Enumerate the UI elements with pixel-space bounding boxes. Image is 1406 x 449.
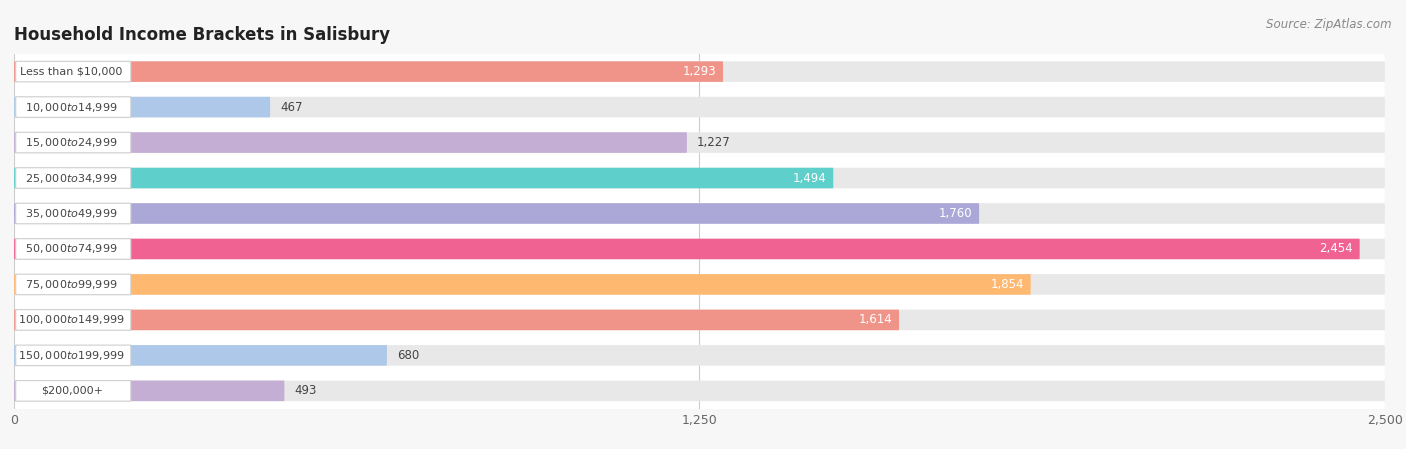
FancyBboxPatch shape [15, 345, 131, 365]
FancyBboxPatch shape [15, 239, 131, 259]
FancyBboxPatch shape [14, 97, 1385, 117]
FancyBboxPatch shape [14, 381, 1385, 401]
FancyBboxPatch shape [15, 97, 131, 117]
Text: Source: ZipAtlas.com: Source: ZipAtlas.com [1267, 18, 1392, 31]
Text: $15,000 to $24,999: $15,000 to $24,999 [25, 136, 118, 149]
Text: $150,000 to $199,999: $150,000 to $199,999 [18, 349, 125, 362]
Text: $50,000 to $74,999: $50,000 to $74,999 [25, 242, 118, 255]
FancyBboxPatch shape [14, 345, 387, 365]
FancyBboxPatch shape [15, 203, 131, 224]
FancyBboxPatch shape [14, 274, 1385, 295]
Text: Household Income Brackets in Salisbury: Household Income Brackets in Salisbury [14, 26, 391, 44]
Text: 1,494: 1,494 [793, 172, 827, 185]
FancyBboxPatch shape [14, 381, 284, 401]
Bar [14, 196, 1385, 231]
Text: $75,000 to $99,999: $75,000 to $99,999 [25, 278, 118, 291]
FancyBboxPatch shape [14, 274, 1031, 295]
Text: $35,000 to $49,999: $35,000 to $49,999 [25, 207, 118, 220]
FancyBboxPatch shape [14, 203, 1385, 224]
Text: 467: 467 [280, 101, 302, 114]
FancyBboxPatch shape [15, 132, 131, 153]
Text: 493: 493 [294, 384, 316, 397]
FancyBboxPatch shape [14, 62, 1385, 82]
Bar [14, 302, 1385, 338]
Bar [14, 338, 1385, 373]
Text: $10,000 to $14,999: $10,000 to $14,999 [25, 101, 118, 114]
FancyBboxPatch shape [14, 97, 270, 117]
Text: 1,614: 1,614 [859, 313, 893, 326]
Text: 2,454: 2,454 [1319, 242, 1353, 255]
Text: 680: 680 [396, 349, 419, 362]
FancyBboxPatch shape [15, 274, 131, 295]
Bar [14, 89, 1385, 125]
Text: $25,000 to $34,999: $25,000 to $34,999 [25, 172, 118, 185]
FancyBboxPatch shape [14, 345, 1385, 365]
Text: 1,854: 1,854 [991, 278, 1024, 291]
FancyBboxPatch shape [15, 310, 131, 330]
Bar [14, 125, 1385, 160]
Text: 1,293: 1,293 [683, 65, 717, 78]
Text: 1,227: 1,227 [697, 136, 731, 149]
Bar [14, 373, 1385, 409]
FancyBboxPatch shape [14, 310, 1385, 330]
FancyBboxPatch shape [14, 132, 688, 153]
Text: Less than $10,000: Less than $10,000 [21, 66, 122, 77]
FancyBboxPatch shape [14, 62, 723, 82]
FancyBboxPatch shape [14, 310, 898, 330]
FancyBboxPatch shape [14, 132, 1385, 153]
Text: $100,000 to $149,999: $100,000 to $149,999 [18, 313, 125, 326]
FancyBboxPatch shape [14, 239, 1360, 259]
FancyBboxPatch shape [14, 239, 1385, 259]
Bar [14, 267, 1385, 302]
FancyBboxPatch shape [15, 62, 131, 82]
Bar [14, 231, 1385, 267]
Bar [14, 54, 1385, 89]
FancyBboxPatch shape [15, 381, 131, 401]
FancyBboxPatch shape [14, 168, 834, 188]
Text: $200,000+: $200,000+ [41, 386, 103, 396]
FancyBboxPatch shape [14, 168, 1385, 188]
Text: 1,760: 1,760 [939, 207, 973, 220]
FancyBboxPatch shape [15, 168, 131, 188]
Bar [14, 160, 1385, 196]
FancyBboxPatch shape [14, 203, 979, 224]
